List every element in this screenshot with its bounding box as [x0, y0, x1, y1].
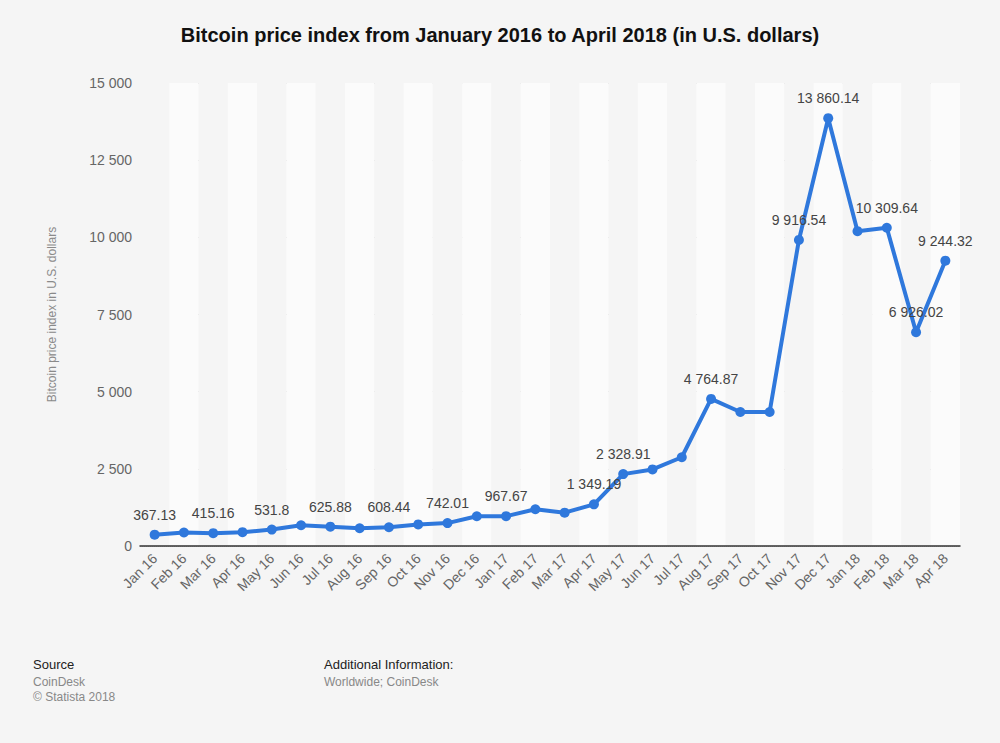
svg-text:9 244.32: 9 244.32	[918, 233, 973, 249]
svg-text:367.13: 367.13	[133, 507, 176, 523]
svg-text:2 328.91: 2 328.91	[596, 446, 651, 462]
svg-text:Mar 16: Mar 16	[177, 550, 219, 592]
svg-text:Bitcoin price index in U.S. do: Bitcoin price index in U.S. dollars	[45, 227, 59, 402]
svg-text:Feb 16: Feb 16	[147, 550, 190, 593]
svg-text:12 500: 12 500	[89, 152, 132, 168]
svg-text:4 764.87: 4 764.87	[684, 371, 739, 387]
svg-text:Jan 17: Jan 17	[470, 550, 512, 592]
svg-text:1 349.19: 1 349.19	[567, 476, 622, 492]
svg-text:May 16: May 16	[234, 550, 278, 594]
svg-text:Additional Information:: Additional Information:	[324, 657, 453, 672]
svg-text:967.67: 967.67	[485, 488, 528, 504]
svg-text:10 309.64: 10 309.64	[856, 200, 918, 216]
svg-text:415.16: 415.16	[192, 505, 235, 521]
svg-text:13 860.14: 13 860.14	[797, 90, 859, 106]
svg-text:7 500: 7 500	[97, 307, 132, 323]
svg-text:15 000: 15 000	[89, 75, 132, 91]
svg-text:Jul 16: Jul 16	[298, 550, 336, 589]
svg-text:Mar 18: Mar 18	[880, 550, 922, 592]
svg-text:Jul 17: Jul 17	[649, 550, 688, 589]
svg-text:© Statista 2018: © Statista 2018	[33, 690, 116, 704]
svg-text:Jun 16: Jun 16	[266, 550, 307, 591]
svg-text:5 000: 5 000	[97, 384, 132, 400]
svg-text:CoinDesk: CoinDesk	[33, 675, 86, 689]
svg-text:9 916.54: 9 916.54	[772, 212, 827, 228]
svg-text:Bitcoin price index from Janua: Bitcoin price index from January 2016 to…	[181, 24, 819, 46]
svg-text:Feb 18: Feb 18	[850, 550, 893, 593]
svg-text:Dec 16: Dec 16	[439, 550, 483, 593]
svg-text:531.8: 531.8	[254, 502, 289, 518]
svg-text:Apr 18: Apr 18	[911, 550, 952, 591]
svg-text:608.44: 608.44	[368, 499, 411, 515]
svg-text:Source: Source	[33, 657, 74, 672]
svg-text:Worldwide; CoinDesk: Worldwide; CoinDesk	[324, 675, 439, 689]
svg-text:Oct 17: Oct 17	[734, 550, 776, 591]
svg-text:Feb 17: Feb 17	[498, 550, 541, 593]
svg-text:Jan 16: Jan 16	[119, 550, 161, 592]
svg-text:625.88: 625.88	[309, 499, 352, 515]
svg-text:0: 0	[124, 538, 132, 554]
svg-text:Aug 16: Aug 16	[322, 550, 366, 593]
svg-text:Dec 17: Dec 17	[791, 550, 834, 593]
svg-text:Nov 16: Nov 16	[410, 550, 454, 593]
svg-text:Oct 16: Oct 16	[383, 550, 424, 591]
svg-text:Sep 17: Sep 17	[703, 550, 746, 593]
svg-text:6 926.02: 6 926.02	[889, 304, 944, 320]
svg-text:Apr 16: Apr 16	[207, 550, 249, 591]
svg-text:Sep 16: Sep 16	[352, 550, 395, 593]
svg-text:10 000: 10 000	[89, 229, 132, 245]
svg-text:Apr 17: Apr 17	[559, 550, 600, 591]
svg-text:Aug 17: Aug 17	[674, 550, 717, 593]
svg-text:Jan 18: Jan 18	[822, 550, 864, 592]
svg-text:Mar 17: Mar 17	[528, 550, 570, 592]
svg-text:2 500: 2 500	[97, 461, 132, 477]
svg-text:Jun 17: Jun 17	[617, 550, 658, 591]
svg-text:May 17: May 17	[585, 550, 629, 594]
svg-text:Nov 17: Nov 17	[761, 550, 805, 593]
svg-text:742.01: 742.01	[426, 495, 469, 511]
